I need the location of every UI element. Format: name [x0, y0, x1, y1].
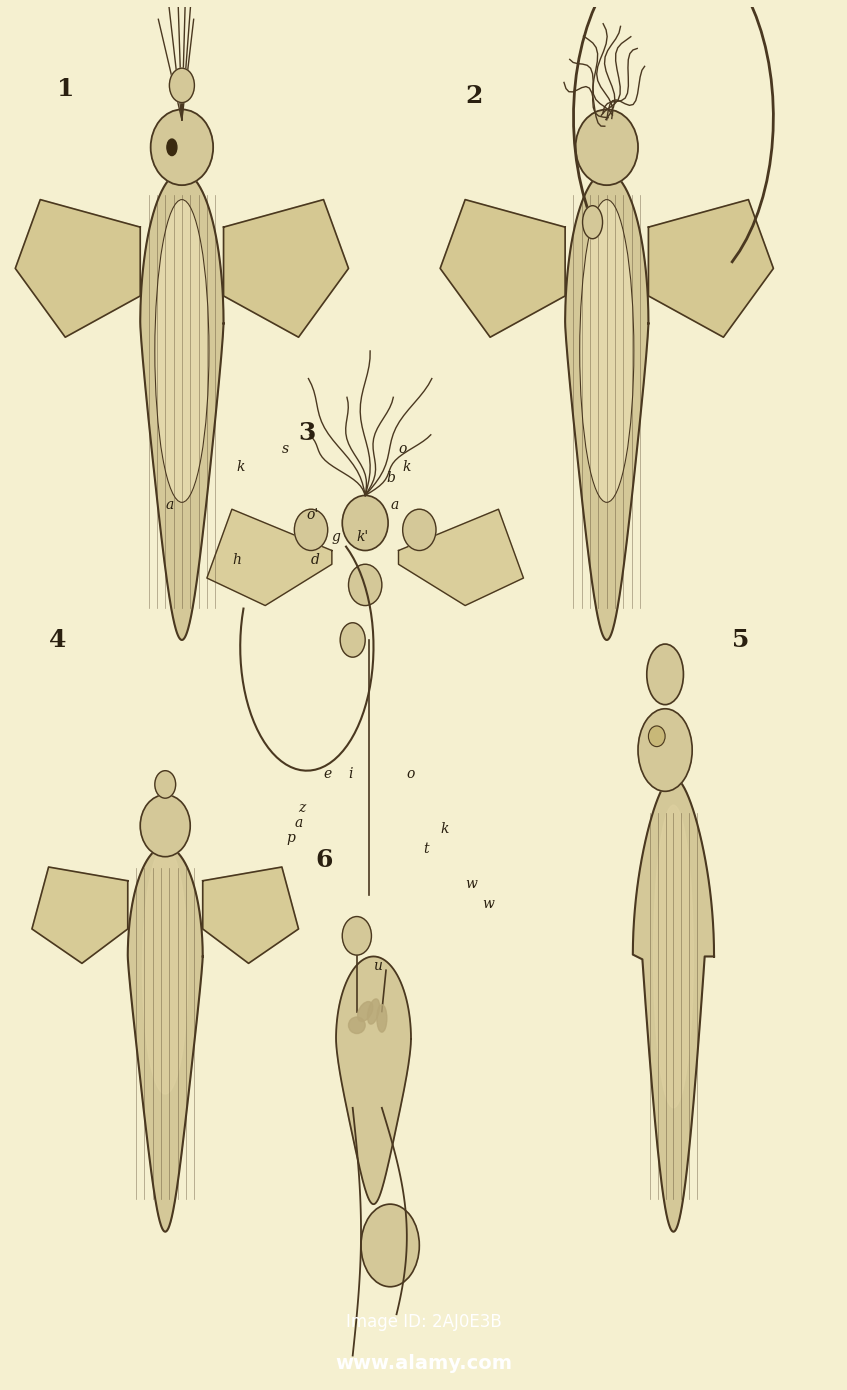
Ellipse shape	[342, 916, 372, 955]
Ellipse shape	[653, 805, 694, 1108]
Text: i: i	[348, 766, 353, 781]
Polygon shape	[633, 777, 714, 1232]
Circle shape	[647, 644, 684, 705]
Polygon shape	[207, 509, 332, 606]
Ellipse shape	[368, 999, 379, 1024]
Polygon shape	[565, 172, 649, 639]
Text: 5: 5	[732, 628, 749, 652]
Text: g: g	[332, 530, 340, 543]
Ellipse shape	[169, 68, 195, 103]
Text: s: s	[282, 442, 289, 456]
Polygon shape	[32, 867, 128, 963]
Polygon shape	[398, 509, 523, 606]
Text: k: k	[402, 460, 411, 474]
Text: h: h	[232, 553, 241, 567]
Ellipse shape	[402, 509, 436, 550]
Text: 1: 1	[57, 78, 75, 101]
Polygon shape	[336, 956, 411, 1204]
Text: a: a	[165, 498, 174, 513]
Text: k: k	[440, 821, 449, 835]
Text: Image ID: 2AJ0E3B: Image ID: 2AJ0E3B	[346, 1314, 501, 1332]
Polygon shape	[15, 200, 141, 338]
Ellipse shape	[348, 1017, 365, 1034]
Text: k: k	[236, 460, 245, 474]
Text: 2: 2	[465, 85, 483, 108]
Text: a: a	[295, 816, 302, 830]
Ellipse shape	[348, 564, 382, 606]
Text: a: a	[390, 498, 398, 513]
Polygon shape	[128, 847, 202, 1232]
Polygon shape	[202, 867, 298, 963]
Text: w: w	[482, 898, 494, 912]
Text: www.alamy.com: www.alamy.com	[335, 1354, 512, 1373]
Circle shape	[167, 139, 177, 156]
Text: d: d	[311, 553, 320, 567]
Ellipse shape	[340, 623, 365, 657]
Ellipse shape	[155, 200, 209, 502]
Ellipse shape	[357, 1002, 373, 1022]
Text: t: t	[424, 842, 429, 856]
Circle shape	[583, 206, 602, 239]
Ellipse shape	[638, 709, 692, 791]
Text: 6: 6	[315, 848, 333, 872]
Ellipse shape	[142, 847, 188, 1094]
Text: k': k'	[357, 530, 369, 543]
Ellipse shape	[377, 1005, 387, 1033]
Text: o: o	[407, 766, 415, 781]
Ellipse shape	[342, 495, 388, 550]
Polygon shape	[224, 200, 348, 338]
Polygon shape	[440, 200, 565, 338]
Text: p: p	[286, 831, 295, 845]
Ellipse shape	[295, 509, 328, 550]
Text: o': o'	[307, 507, 319, 521]
Ellipse shape	[361, 1204, 419, 1287]
Ellipse shape	[579, 200, 634, 502]
Text: b: b	[386, 471, 395, 485]
Text: w: w	[465, 877, 477, 891]
Text: 4: 4	[48, 628, 66, 652]
Ellipse shape	[155, 770, 175, 798]
Polygon shape	[649, 200, 773, 338]
Ellipse shape	[141, 795, 191, 856]
Text: 3: 3	[298, 421, 316, 445]
Text: o: o	[398, 442, 407, 456]
Text: u: u	[374, 959, 382, 973]
Ellipse shape	[649, 726, 665, 746]
Ellipse shape	[151, 110, 213, 185]
Text: e: e	[324, 766, 332, 781]
Polygon shape	[141, 172, 224, 639]
Text: z: z	[298, 801, 306, 815]
Ellipse shape	[576, 110, 638, 185]
